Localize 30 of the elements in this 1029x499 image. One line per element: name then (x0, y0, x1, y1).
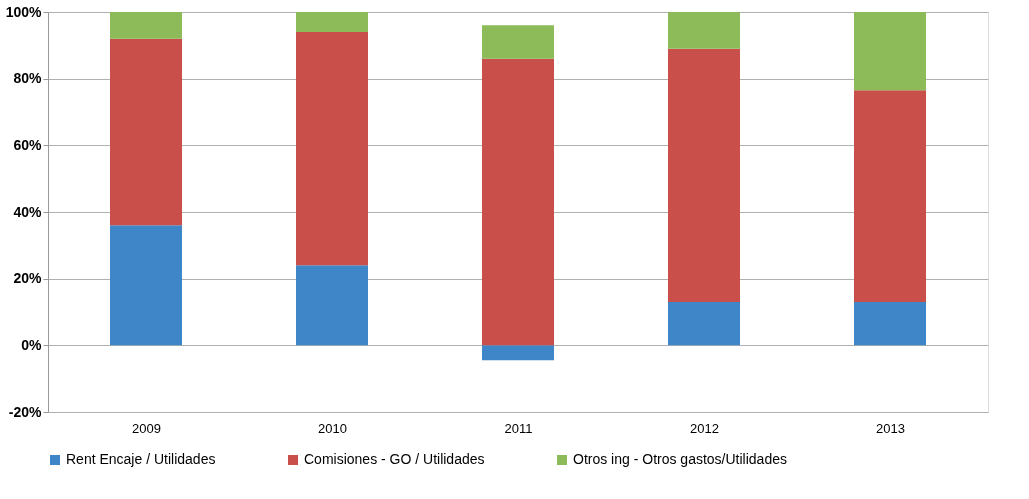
bar (482, 58, 554, 346)
legend-label: Comisiones - GO / Utilidades (304, 451, 485, 467)
x-tick-label: 2009 (132, 420, 161, 436)
legend-label: Rent Encaje / Utilidades (66, 451, 216, 467)
y-tick-label: 40% (13, 203, 43, 220)
y-tick-label: 20% (13, 270, 43, 287)
bar (668, 48, 740, 302)
bar (296, 32, 368, 266)
bar (110, 225, 182, 346)
y-tick-label: 0% (21, 336, 43, 353)
y-tick-label: -20% (8, 403, 43, 420)
bar (296, 12, 368, 32)
x-tick-label: 2010 (318, 420, 347, 436)
bar (110, 12, 182, 39)
bar (854, 90, 926, 302)
bar (668, 12, 740, 49)
x-tick-label: 2013 (876, 420, 905, 436)
bar (482, 345, 554, 361)
x-tick-label: 2011 (504, 420, 533, 436)
x-tick-label: 2012 (690, 420, 719, 436)
bar (296, 265, 368, 346)
y-tick-label: 100% (5, 3, 43, 20)
bar (110, 38, 182, 226)
y-tick-label: 80% (13, 70, 43, 87)
y-tick-label: 60% (13, 136, 43, 153)
legend-label: Otros ing - Otros gastos/Utilidades (573, 451, 787, 467)
bar (482, 25, 554, 59)
bar (854, 12, 926, 91)
bar (668, 302, 740, 346)
bar (854, 302, 926, 346)
